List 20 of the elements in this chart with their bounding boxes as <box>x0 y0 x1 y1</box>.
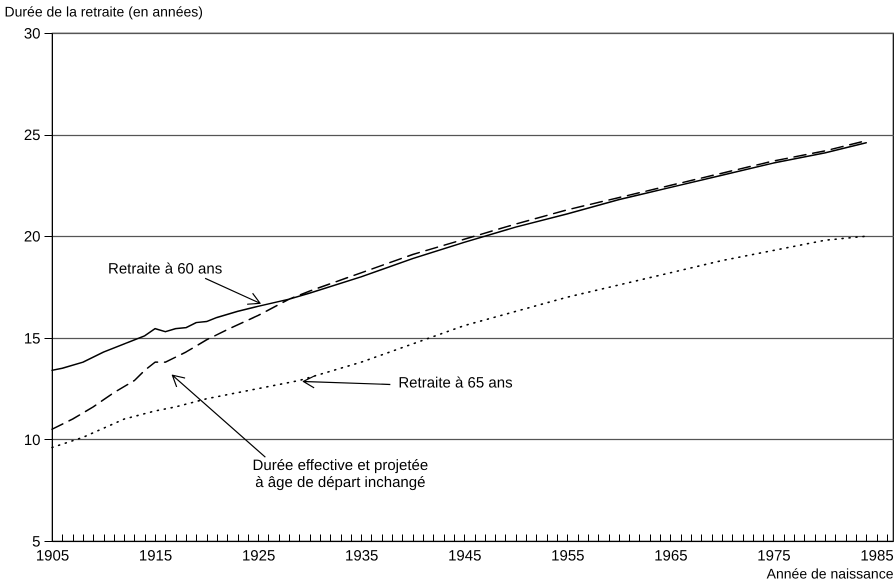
x-tick-label: 1985 <box>860 548 894 564</box>
x-axis-title: Année de naissance <box>766 566 894 582</box>
text: Durée effective et projetée à âge de départ inchangé <box>252 457 428 492</box>
x-tick-label: 1925 <box>242 548 276 564</box>
x-tick-label: 1905 <box>36 548 70 564</box>
y-tick-label: 15 <box>24 330 40 348</box>
y-tick-label: 25 <box>24 127 40 144</box>
x-tick-label: 1945 <box>448 548 482 564</box>
y-tick-label: 10 <box>24 432 40 449</box>
x-tick-label: 1975 <box>757 548 791 564</box>
x-tick-label: 1935 <box>345 548 378 564</box>
y-tick-label: 5 <box>32 534 40 550</box>
series-label: Retraite à 65 ans <box>398 374 513 392</box>
y-tick-label: 30 <box>24 26 40 42</box>
y-tick-label: 20 <box>24 228 40 246</box>
x-tick-label: 1965 <box>654 548 688 564</box>
x-tick-label: 1915 <box>138 548 172 564</box>
y-axis-title: Durée de la retraite (en années) <box>4 4 203 20</box>
x-tick-label: 1955 <box>551 548 585 564</box>
text: Retraite à 60 ans <box>108 260 222 278</box>
